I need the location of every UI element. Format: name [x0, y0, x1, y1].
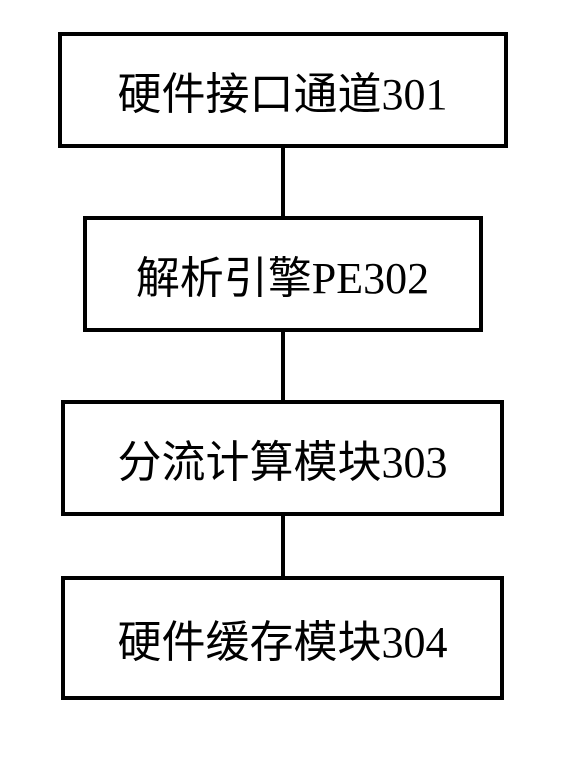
node-label: 解析引擎PE302 [136, 242, 429, 306]
edge-303-304 [281, 516, 285, 576]
node-hardware-interface: 硬件接口通道301 [58, 32, 508, 148]
node-split-compute: 分流计算模块303 [61, 400, 504, 516]
node-label: 硬件缓存模块304 [118, 606, 448, 670]
node-hardware-cache: 硬件缓存模块304 [61, 576, 504, 700]
node-label: 分流计算模块303 [118, 426, 448, 490]
node-parse-engine: 解析引擎PE302 [83, 216, 483, 332]
flowchart-container: 硬件接口通道301 解析引擎PE302 分流计算模块303 硬件缓存模块304 [58, 32, 508, 700]
node-label: 硬件接口通道301 [118, 58, 448, 122]
edge-302-303 [281, 332, 285, 400]
edge-301-302 [281, 148, 285, 216]
